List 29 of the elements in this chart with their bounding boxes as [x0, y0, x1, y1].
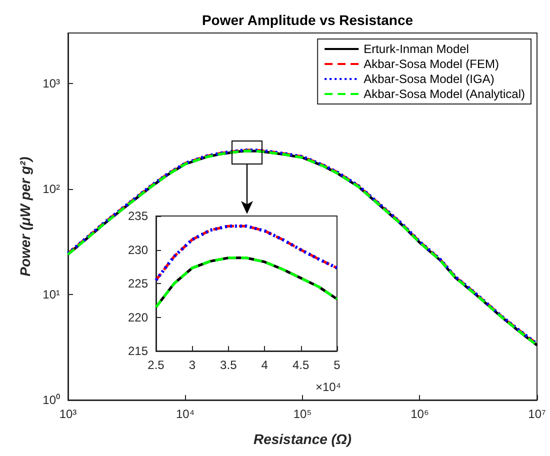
y-tick-label: 230	[128, 242, 148, 257]
x-tick-label: 10³	[59, 407, 77, 421]
y-tick-label: 215	[128, 344, 148, 358]
x-tick-label: 3.5	[220, 358, 238, 372]
y-axis-title: Power (μW per g²)	[16, 156, 33, 276]
y-tick-label: 10³	[42, 76, 60, 90]
y-tick-label: 10¹	[42, 287, 60, 302]
x-tick-label: 4.5	[292, 358, 310, 372]
x-tick-label: 10⁴	[176, 407, 195, 421]
y-tick-label: 220	[128, 310, 148, 324]
y-tick-label: 10⁰	[42, 393, 60, 407]
y-tick-label: 225	[128, 276, 148, 290]
x-tick-label: 5	[334, 358, 341, 372]
annotation: ×10⁴	[315, 380, 342, 394]
x-tick-label: 3	[188, 358, 196, 372]
x-axis-title: Resistance (Ω)	[253, 431, 352, 447]
x-tick-label: 10⁵	[293, 407, 312, 421]
y-tick-label: 10²	[42, 182, 60, 196]
line-series	[154, 256, 338, 308]
x-tick-label: 2.5	[148, 358, 165, 372]
y-tick-label: 235	[128, 209, 148, 223]
legend-label: Akbar-Sosa Model (Analytical)	[364, 87, 526, 101]
x-tick-label: 4	[261, 358, 268, 372]
legend-label: Akbar-Sosa Model (FEM)	[364, 57, 499, 71]
x-tick-label: 10⁷	[528, 407, 546, 421]
chart-title: Power Amplitude vs Resistance	[202, 12, 414, 28]
legend-label: Akbar-Sosa Model (IGA)	[364, 72, 494, 86]
legend-label: Erturk-Inman Model	[364, 42, 469, 56]
x-tick-label: 10⁶	[410, 407, 429, 421]
